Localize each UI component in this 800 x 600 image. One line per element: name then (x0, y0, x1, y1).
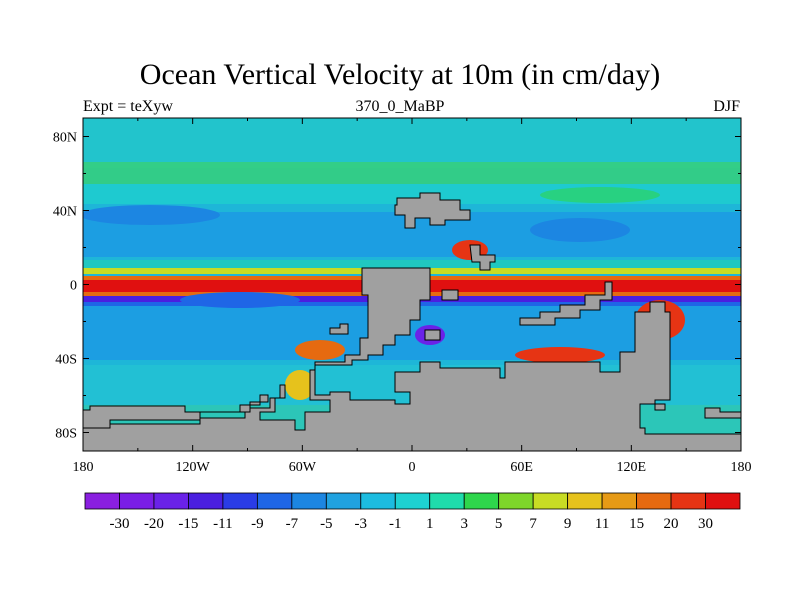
patch (285, 370, 315, 400)
colorbar-label: -20 (144, 516, 164, 532)
colorbar-label: 20 (664, 516, 679, 532)
colorbar-label: -7 (286, 516, 299, 532)
colorbar-swatch (153, 492, 189, 510)
north-band (83, 118, 741, 168)
colorbar-swatch (256, 492, 293, 510)
colorbar-label: -5 (320, 516, 333, 532)
land-north-continent (394, 192, 471, 229)
land-southeast-island (519, 281, 613, 326)
colorbar-swatch (429, 492, 465, 510)
colorbar-swatch (498, 492, 534, 510)
colorbar-swatch (463, 492, 500, 510)
land-east-islet (654, 403, 666, 411)
colorbar-swatch (188, 492, 224, 510)
land-small-west-island (329, 323, 349, 335)
colorbar-swatch (360, 492, 396, 510)
experiment-label: Expt = teXyw (83, 98, 173, 115)
north-green-band (83, 162, 741, 184)
land-west-antarctic-shelf (82, 394, 269, 429)
x-tick-label: 180 (731, 460, 752, 475)
land-africa-africa (441, 289, 459, 301)
patch (180, 292, 300, 308)
colorbar-label: 3 (460, 516, 468, 532)
patch (83, 205, 220, 225)
patch (515, 347, 605, 363)
x-tick-label: 60E (510, 460, 533, 475)
patch (295, 340, 345, 360)
axes-layer: 180 120W 60W 0 60E 120E 180 80N 40N 0 40S 80S (53, 118, 752, 475)
colorbar-label: 11 (595, 516, 609, 532)
y-tick-label: 0 (70, 279, 77, 294)
land-layer (82, 192, 742, 452)
patch (530, 218, 630, 242)
land-south-america-antarctica (82, 267, 742, 452)
colorbar-swatch (222, 492, 258, 510)
x-tick-label: 120E (617, 460, 647, 475)
chart-title: Ocean Vertical Velocity at 10m (in cm/da… (139, 58, 661, 91)
colorbar-swatch (532, 492, 569, 510)
colorbar-swatch (601, 492, 637, 510)
colorbar-swatch (84, 492, 120, 510)
colorbar-label: -11 (213, 516, 232, 532)
colorbar-label: -3 (355, 516, 368, 532)
colorbar-swatch (567, 492, 603, 510)
x-tick-label: 180 (73, 460, 94, 475)
colorbar-swatch (705, 492, 741, 510)
y-tick-label: 40S (55, 353, 77, 368)
colorbar-label: 30 (698, 516, 713, 532)
x-tick-label: 60W (289, 460, 317, 475)
colorbar-swatch (119, 492, 155, 510)
colorbar-label: 9 (564, 516, 572, 532)
y-tick-label: 80N (53, 131, 77, 146)
colorbar: -30 -20 -15 -11 -9 -7 -5 -3 -1 1 3 5 7 9 11 15 20 30 (84, 492, 741, 532)
land-east-north-island (469, 244, 496, 271)
colorbar-label: 1 (426, 516, 434, 532)
colorbar-swatch (291, 492, 327, 510)
colorbar-label: -9 (251, 516, 264, 532)
colorbar-label: -15 (178, 516, 198, 532)
colorbar-swatch (394, 492, 431, 510)
season-label: DJF (713, 98, 740, 115)
colorbar-label: 7 (529, 516, 537, 532)
age-label: 370_0_MaBP (355, 98, 445, 115)
colorbar-label: -30 (109, 516, 129, 532)
land-small-central-island (424, 329, 441, 341)
colorbar-label: 5 (495, 516, 503, 532)
colorbar-label: 15 (629, 516, 644, 532)
y-tick-label: 40N (53, 205, 77, 220)
colorbar-swatch (670, 492, 706, 510)
colorbar-label: -1 (389, 516, 402, 532)
colorbar-swatch (636, 492, 672, 510)
x-tick-label: 120W (176, 460, 211, 475)
x-tick-label: 0 (409, 460, 416, 475)
colorbar-swatch (325, 492, 362, 510)
patch (540, 187, 660, 203)
y-tick-label: 80S (55, 427, 77, 442)
